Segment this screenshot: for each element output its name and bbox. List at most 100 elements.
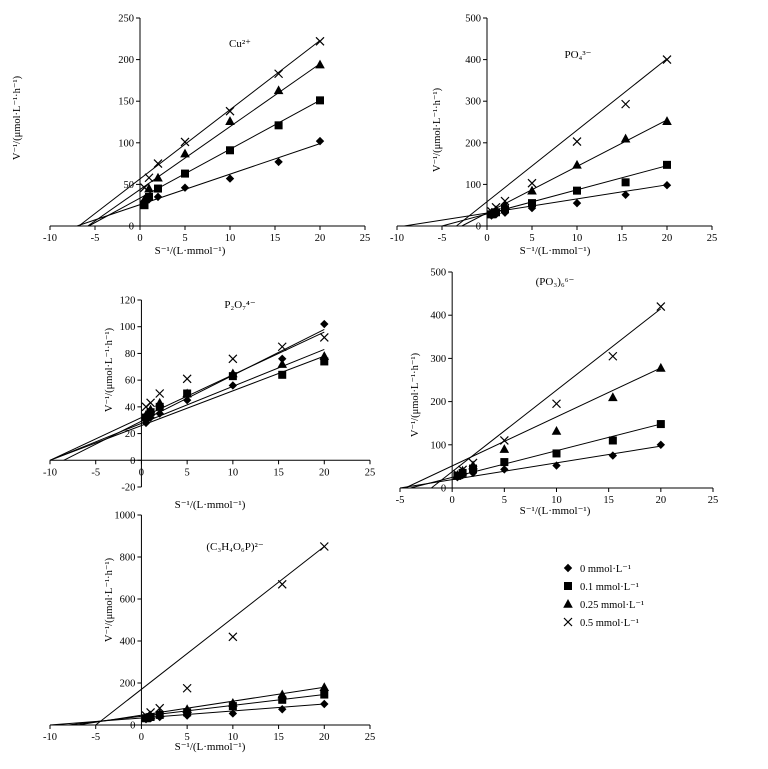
- data-point-triangle: [572, 159, 582, 169]
- data-point-square: [320, 357, 329, 366]
- data-point-triangle: [277, 689, 288, 699]
- data-point-cross: [274, 69, 284, 79]
- x-tick-label: 10: [572, 233, 583, 244]
- x-tick-label: 25: [708, 495, 719, 506]
- fit-line-triangle: [405, 367, 662, 489]
- x-tick-label: 15: [603, 495, 614, 506]
- y-tick-label: 200: [465, 138, 481, 149]
- x-axis-label: S⁻¹/(L·mmol⁻¹): [175, 499, 246, 511]
- data-point-square: [656, 420, 665, 429]
- data-point-diamond: [552, 461, 561, 470]
- cross-stroke: [656, 302, 666, 311]
- x-tick-label: 10: [225, 233, 236, 244]
- x-tick-label: 5: [502, 495, 507, 506]
- y-tick-label: 400: [430, 311, 446, 322]
- panel-title: PO₄³⁻: [564, 49, 591, 61]
- cross-stroke: [500, 196, 510, 206]
- data-point-cross: [572, 137, 582, 146]
- x-tick-label: 0: [139, 467, 144, 478]
- cross-stroke: [180, 137, 190, 147]
- x-tick-label: -5: [91, 732, 100, 743]
- data-point-square: [663, 160, 671, 169]
- cross-stroke: [141, 711, 151, 720]
- y-tick-label: 100: [120, 322, 136, 333]
- cross-stroke: [563, 617, 573, 627]
- data-point-cross: [228, 632, 238, 642]
- data-point-triangle: [491, 205, 501, 214]
- legend: 0 mmol·L⁻¹ 0.1 mmol·L⁻¹ 0.25 mmol·L⁻¹ 0.5 m…: [563, 563, 644, 629]
- data-point-triangle: [277, 359, 288, 368]
- y-tick-label: 80: [125, 349, 136, 360]
- data-point-square: [154, 184, 162, 193]
- cross-stroke: [491, 202, 501, 212]
- data-point-square: [278, 695, 287, 704]
- data-point-diamond: [315, 136, 325, 146]
- x-tick-label: 15: [273, 732, 284, 743]
- data-point-square: [608, 436, 617, 445]
- data-point-cross: [491, 202, 501, 212]
- x-tick-label: 0: [139, 732, 144, 743]
- panel-title: P₂O₇⁴⁻: [224, 299, 256, 311]
- x-tick-label: -10: [390, 233, 404, 244]
- legend-label: 0 mmol·L⁻¹: [580, 564, 631, 575]
- data-point-diamond: [228, 709, 238, 718]
- data-point-cross: [225, 106, 235, 116]
- legend-marker-square: [564, 582, 572, 590]
- data-point-diamond: [182, 395, 192, 405]
- data-point-triangle: [499, 444, 510, 453]
- cross-stroke: [315, 36, 325, 46]
- data-point-cross: [500, 196, 510, 206]
- data-point-square: [181, 169, 189, 178]
- y-tick-label: 400: [465, 55, 481, 66]
- data-point-triangle: [154, 397, 165, 407]
- y-axis-label: V⁻¹/(μmol·L⁻¹·h⁻¹): [432, 87, 443, 172]
- x-tick-label: 20: [662, 233, 673, 244]
- cross-stroke: [608, 351, 618, 361]
- cross-stroke: [225, 106, 235, 116]
- x-tick-label: 0: [450, 495, 455, 506]
- x-tick-label: 5: [185, 732, 190, 743]
- cross-stroke: [572, 137, 582, 146]
- cross-stroke: [452, 469, 462, 479]
- y-tick-label: 100: [118, 138, 134, 149]
- data-point-square: [501, 205, 509, 214]
- data-point-diamond: [155, 409, 164, 418]
- x-tick-label: 5: [529, 233, 534, 244]
- data-point-diamond: [278, 354, 287, 363]
- data-point-square: [278, 370, 287, 379]
- data-point-square: [552, 449, 561, 458]
- data-point-triangle: [225, 116, 235, 125]
- data-point-cross: [608, 351, 618, 361]
- legend-marker-diamond: [563, 563, 573, 573]
- data-point-cross: [277, 342, 287, 352]
- legend-marker-triangle: [563, 599, 573, 608]
- data-point-cross: [499, 436, 509, 445]
- data-point-triangle: [662, 116, 672, 125]
- data-point-triangle: [144, 183, 154, 193]
- data-point-triangle: [468, 460, 478, 470]
- chart-panel-4: 0 100 200 300 400 500 -5 0 5 10 15 20 25 (PO₃)₆⁶⁻ S⁻¹/…: [396, 268, 719, 518]
- data-point-triangle: [153, 172, 163, 182]
- x-axis-label: S⁻¹/(L·mmol⁻¹): [520, 245, 591, 257]
- data-point-square: [155, 402, 164, 411]
- data-point-triangle: [620, 133, 631, 143]
- x-tick-label: 0: [137, 233, 142, 244]
- panel-title: Cu²⁺: [229, 38, 251, 50]
- data-point-cross: [182, 683, 192, 693]
- x-tick-label: 10: [228, 732, 239, 743]
- data-point-cross: [140, 183, 149, 193]
- data-point-cross: [182, 374, 192, 384]
- fit-line-square: [410, 423, 661, 489]
- x-tick-label: -10: [43, 233, 57, 244]
- data-point-diamond: [274, 157, 283, 167]
- panel-title: (C₃H₄O₆P)²⁻: [206, 541, 263, 553]
- data-point-triangle: [182, 704, 192, 714]
- data-point-triangle: [228, 368, 238, 378]
- y-tick-label: 60: [125, 376, 136, 387]
- cross-stroke: [468, 458, 478, 468]
- data-point-triangle: [154, 708, 165, 718]
- data-point-square: [140, 201, 149, 210]
- y-tick-label: 200: [118, 55, 134, 66]
